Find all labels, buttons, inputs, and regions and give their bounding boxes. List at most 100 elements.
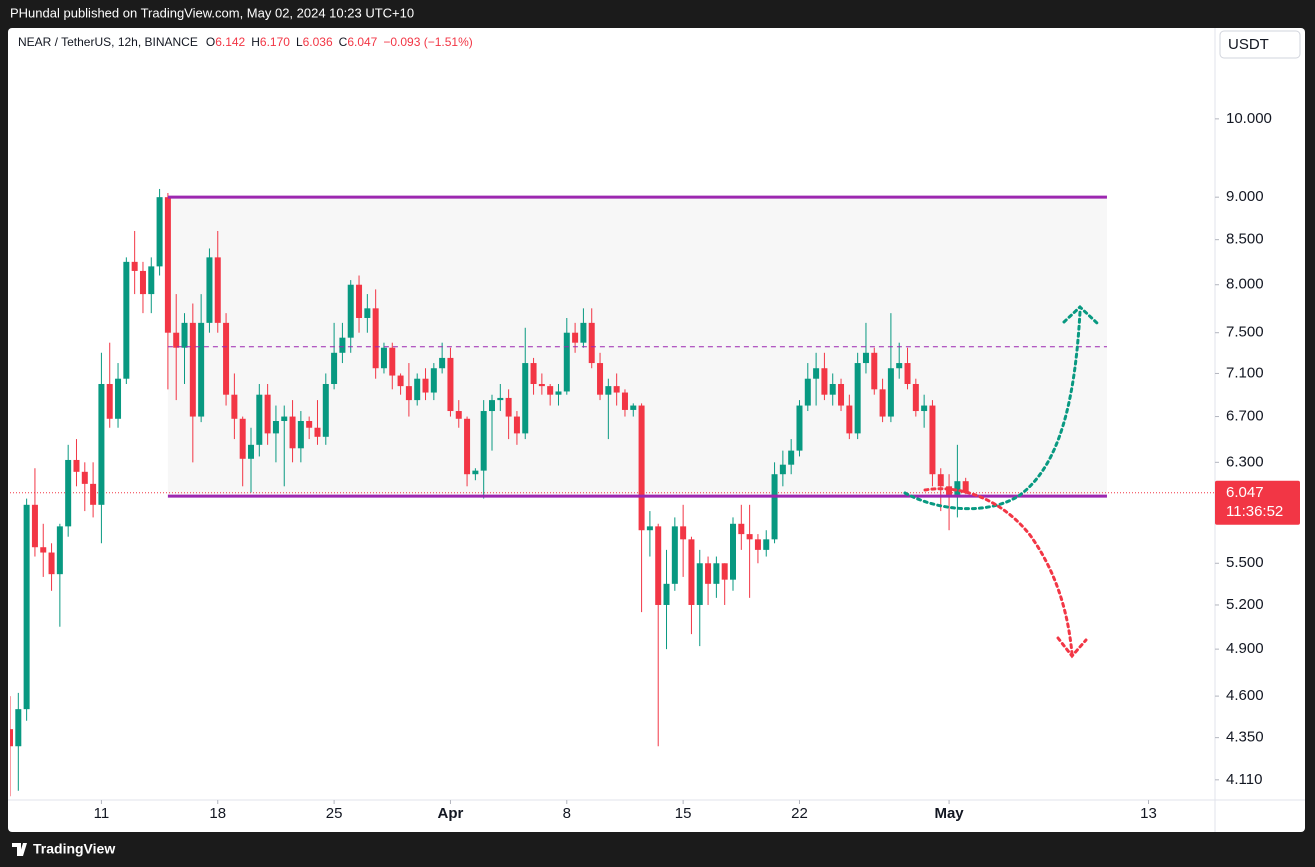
candle-body [655, 526, 662, 605]
candle-body [98, 383, 105, 505]
candle-body [65, 459, 72, 527]
candle-body [522, 363, 529, 434]
x-tick-label: May [934, 805, 964, 822]
y-tick-label: 5.200 [1226, 596, 1264, 613]
candle-body [289, 416, 296, 449]
candle-body [40, 547, 47, 553]
page-title: PHundal published on TradingView.com, Ma… [10, 5, 414, 20]
candle-body [779, 464, 786, 475]
legend-key: H [251, 35, 260, 49]
candle-body [696, 563, 703, 605]
candle-body [912, 383, 919, 412]
candle-body [15, 709, 22, 747]
candle-body [164, 197, 171, 333]
currency-box[interactable] [1219, 30, 1301, 59]
candle-body [281, 416, 288, 422]
scenario-arrows [903, 304, 1099, 659]
candle-body [730, 523, 736, 580]
x-tick-label: 25 [326, 805, 343, 822]
candle-body [306, 421, 313, 428]
candle-body [788, 450, 795, 465]
candle-body [339, 337, 346, 353]
countdown-label: 11:36:52 [1226, 503, 1283, 520]
footer: TradingView [12, 841, 115, 857]
candle-body [887, 368, 894, 417]
candle-body [721, 563, 728, 580]
candle-body [239, 418, 246, 459]
candle-body [638, 405, 645, 531]
candle-body [397, 375, 404, 387]
x-tick-label: 11 [94, 805, 110, 822]
candle-body [364, 308, 371, 318]
candle-body [929, 405, 936, 475]
candle-body [671, 526, 678, 584]
candle-body [198, 322, 205, 417]
candle-body [621, 392, 628, 410]
candle-body [131, 261, 138, 271]
candle-body [630, 405, 637, 410]
candle-body [804, 378, 811, 406]
legend-value: 6.142 [215, 35, 245, 49]
candle-body [139, 270, 146, 295]
candle-body [439, 357, 446, 369]
x-tick-label: 22 [791, 805, 808, 822]
candle-body [597, 363, 604, 395]
candle-body [796, 405, 803, 451]
candle-body [680, 526, 687, 540]
candle-body [497, 397, 504, 401]
bearish-arrow [923, 487, 1074, 656]
candle-body [472, 470, 479, 475]
y-tick-label: 4.900 [1226, 640, 1264, 657]
legend-symbol: NEAR / TetherUS, 12h, BINANCE [18, 35, 198, 49]
y-tick-label: 4.110 [1226, 771, 1262, 788]
candle-body [264, 394, 271, 434]
candle-body [555, 391, 562, 395]
candle-body [314, 427, 321, 437]
legend-value: 6.047 [347, 35, 377, 49]
last-price-label: 6.047 [1226, 484, 1264, 501]
candle-body [156, 197, 163, 267]
currency[interactable]: USDT [1228, 36, 1269, 53]
candle-body [871, 352, 878, 390]
candle-body [123, 261, 130, 379]
candle-body [896, 363, 903, 369]
candle-body [713, 563, 720, 584]
candle-body [921, 405, 928, 412]
candle-body [854, 363, 861, 434]
candle-body [331, 352, 338, 384]
legend-key: L [296, 35, 303, 49]
candle-body [904, 363, 911, 384]
candle-body [81, 471, 88, 484]
y-tick-label: 4.600 [1226, 687, 1264, 704]
candle-body [738, 523, 745, 535]
candle-body [23, 504, 30, 710]
candle-body [838, 383, 845, 406]
candle-body [879, 389, 886, 417]
candle-body [447, 357, 454, 412]
candle-body [106, 383, 113, 419]
candle-body [115, 378, 122, 419]
y-tick-label: 6.300 [1226, 453, 1264, 470]
candle-body [580, 322, 587, 343]
legend-value: 6.036 [303, 35, 333, 49]
y-tick-label: 9.000 [1226, 188, 1264, 205]
candle-body [206, 257, 213, 323]
candle-body [705, 563, 712, 584]
bullish-arrow [903, 310, 1082, 511]
candle-body [763, 539, 770, 550]
bullish-arrow-head [1062, 304, 1099, 325]
axes: 4.110 4.350 4.600 4.900 5.200 5.500 6.300 6.700… [94, 110, 1300, 822]
candle-body [962, 481, 969, 493]
candle-body [356, 284, 363, 318]
candle-body [405, 386, 412, 401]
candle-body [231, 394, 238, 419]
candle-body [771, 474, 778, 540]
candle-body [214, 257, 221, 323]
y-tick-label: 8.500 [1226, 231, 1264, 248]
candle-body [347, 284, 354, 338]
candle-body [829, 383, 836, 395]
candle-body [663, 583, 670, 605]
candle-body [937, 474, 944, 487]
candle-body [954, 481, 961, 495]
